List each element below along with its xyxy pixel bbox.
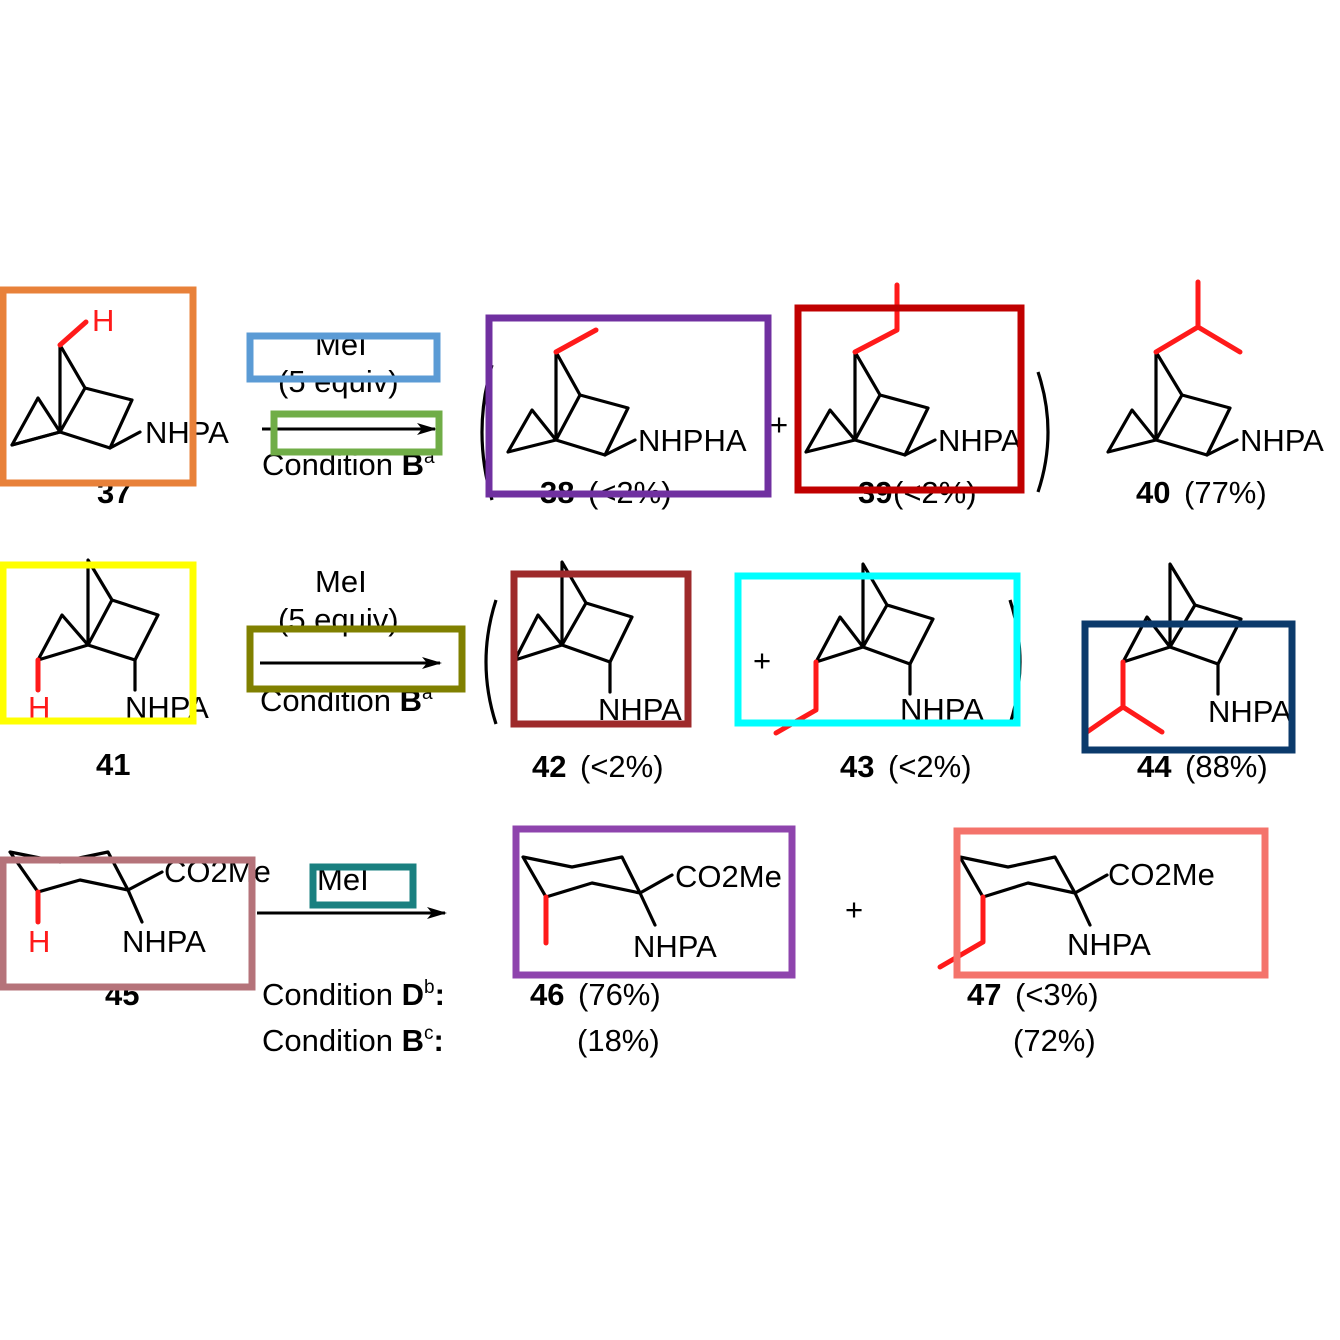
- compound-46: CO2Me NHPA: [521, 855, 782, 964]
- highlight-box-brown: [510, 570, 692, 728]
- compound-44-substituent: NHPA: [1208, 694, 1292, 729]
- compound-47-substituent: NHPA: [1067, 927, 1151, 962]
- reaction-arrow-1: MeI (5 equiv) Condition Ba: [262, 327, 437, 482]
- right-paren-row1: [1036, 371, 1050, 493]
- compound-41-label: 41: [96, 747, 130, 782]
- reagent-mei-2: MeI: [315, 564, 367, 599]
- compound-46-yield-d: (76%): [578, 977, 661, 1012]
- compound-43-label: 43: [840, 749, 874, 784]
- compound-42-label: 42: [532, 749, 566, 784]
- highlight-box-blue: [246, 332, 441, 383]
- highlight-box-violet: [512, 825, 796, 979]
- condition-d-label: Condition Db:: [262, 977, 445, 1012]
- plus-row1: +: [770, 407, 788, 442]
- highlight-box-salmon: [953, 827, 1269, 979]
- compound-46-substituent: NHPA: [633, 929, 717, 964]
- compound-46-yield-b: (18%): [577, 1023, 660, 1058]
- highlight-box-teal: [309, 863, 417, 909]
- compound-43: NHPA 43 (<2%): [773, 562, 984, 784]
- highlight-box-navy: [1081, 620, 1296, 754]
- compound-41-h: H: [28, 690, 50, 725]
- compound-38-substituent: NHPHA: [638, 423, 747, 458]
- highlight-box-orange: [0, 286, 197, 487]
- compound-40-substituent: NHPA: [1240, 423, 1324, 458]
- condition-yields: Condition Db: 46 (76%) 47 (<3%) Conditio…: [262, 977, 1099, 1058]
- plus-row2: +: [753, 643, 771, 678]
- condition-b-label: Condition Bc:: [262, 1023, 444, 1058]
- plus-row3: +: [845, 892, 863, 927]
- compound-47-ester: CO2Me: [1108, 857, 1215, 892]
- compound-47: CO2Me NHPA: [937, 855, 1215, 970]
- compound-44: NHPA 44 (88%): [1084, 562, 1292, 784]
- compound-47-yield-b: (72%): [1013, 1023, 1096, 1058]
- compound-45-label: 45: [105, 977, 139, 1012]
- compound-45-substituent: NHPA: [122, 924, 206, 959]
- highlight-boxes: [0, 286, 1296, 991]
- compound-38: NHPHA 38 (<2%): [506, 327, 747, 510]
- highlight-box-cyan: [734, 572, 1021, 727]
- compound-47-yield-d: (<3%): [1015, 977, 1099, 1012]
- highlight-box-mauve: [0, 856, 256, 991]
- compound-42-yield: (<2%): [580, 749, 664, 784]
- compound-39: NHPA 39 (<2%): [804, 282, 1022, 510]
- compound-37-substituent: NHPA: [145, 415, 229, 450]
- compound-44-yield: (88%): [1185, 749, 1268, 784]
- compound-39-substituent: NHPA: [938, 423, 1022, 458]
- compound-37-h: H: [92, 303, 114, 338]
- compound-45-h: H: [28, 924, 50, 959]
- highlight-box-yellow: [0, 561, 197, 725]
- highlight-box-darkred: [794, 304, 1025, 494]
- compound-42: NHPA 42 (<2%): [512, 560, 682, 784]
- highlight-box-purple: [485, 314, 772, 498]
- compound-46-ester: CO2Me: [675, 859, 782, 894]
- compound-43-yield: (<2%): [888, 749, 972, 784]
- highlight-box-green: [270, 410, 443, 456]
- left-paren-row2: [484, 599, 498, 725]
- highlight-box-olive: [246, 625, 466, 693]
- reagent-mei: MeI: [315, 327, 367, 362]
- compound-44-label: 44: [1137, 749, 1172, 784]
- reaction-arrow-2: MeI (5 equiv) Condition Ba: [260, 564, 442, 718]
- compound-41: H NHPA 41: [28, 558, 209, 782]
- compound-46-label: 46: [530, 977, 564, 1012]
- compound-40-yield: (77%): [1184, 475, 1267, 510]
- compound-40-label: 40: [1136, 475, 1170, 510]
- compound-37: H NHPA 37: [10, 303, 229, 510]
- compound-40: NHPA 40 (77%): [1106, 279, 1324, 510]
- compound-47-label: 47: [967, 977, 1001, 1012]
